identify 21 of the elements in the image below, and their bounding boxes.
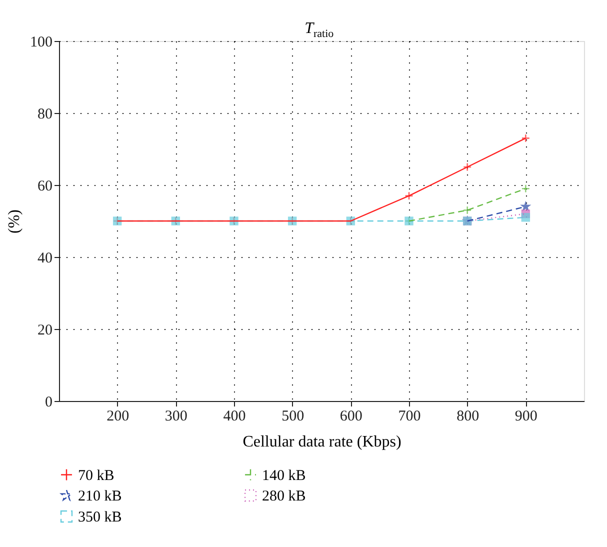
- x-tick-label: 700: [398, 408, 421, 424]
- x-tick-label: 900: [514, 408, 538, 424]
- x-tick-label: 500: [282, 408, 304, 424]
- y-tick-label: 20: [38, 322, 52, 338]
- x-tick-label: 200: [106, 408, 130, 424]
- y-axis-title: (%): [6, 210, 23, 234]
- x-tick-label: 300: [164, 408, 188, 424]
- y-tick-label: 100: [30, 34, 52, 50]
- y-tick-label: 80: [38, 106, 52, 122]
- legend-label: 70 kB: [78, 468, 114, 484]
- x-tick-label: 600: [340, 408, 362, 424]
- y-tick-label: 40: [38, 250, 52, 266]
- x-tick-label: 800: [456, 408, 480, 424]
- y-tick-label: 0: [45, 394, 52, 410]
- legend-label: 350 kB: [78, 510, 122, 526]
- legend-label: 210 kB: [78, 488, 122, 504]
- x-axis-title: Cellular data rate (Kbps): [242, 434, 402, 450]
- legend-label: 140 kB: [262, 468, 306, 484]
- legend-label: 280 kB: [262, 488, 306, 504]
- x-tick-label: 400: [223, 408, 246, 424]
- y-tick-label: 60: [38, 178, 52, 194]
